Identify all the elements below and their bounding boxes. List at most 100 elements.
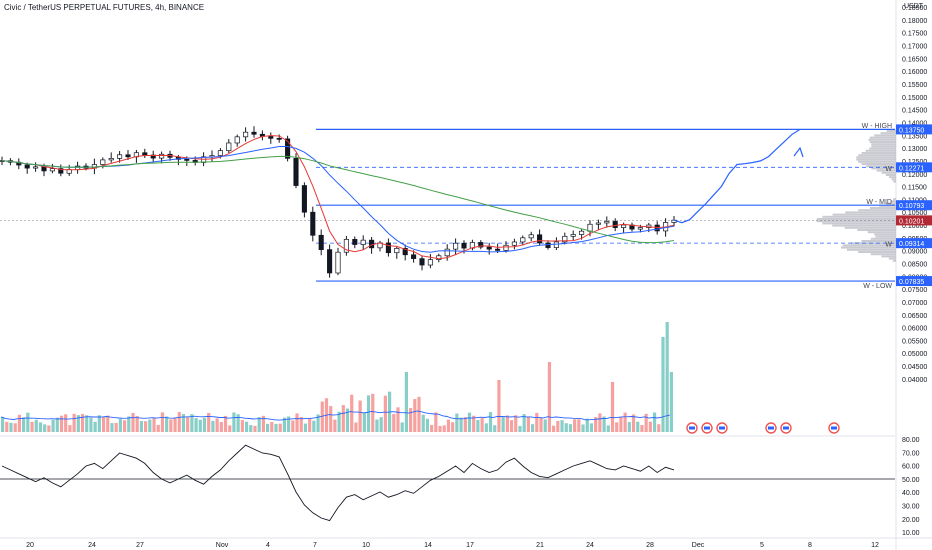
- volume-bar: [404, 372, 409, 432]
- volume-bar: [148, 419, 152, 432]
- candle-body: [293, 158, 299, 186]
- price-tag-box: [896, 276, 932, 287]
- candle-body: [453, 242, 459, 250]
- volume-bar: [480, 418, 484, 432]
- price-tick-label: 0.08500: [902, 262, 927, 269]
- volume-profile-bar: [858, 154, 896, 157]
- volume-bar: [619, 416, 623, 432]
- volume-profile-bar: [892, 259, 896, 262]
- volume-bar: [89, 417, 93, 432]
- candle-body: [394, 248, 400, 254]
- volume-bar: [350, 394, 354, 432]
- volume-bar: [341, 405, 345, 432]
- projection-arrowhead: [793, 146, 804, 158]
- time-tick-label: 12: [871, 542, 879, 549]
- price-tick-label: 0.16500: [902, 56, 927, 63]
- volume-bar: [505, 415, 509, 432]
- volume-profile-bar: [890, 200, 896, 203]
- candle-body: [553, 241, 559, 248]
- volume-bar: [207, 412, 211, 432]
- volume-bar: [34, 419, 38, 432]
- currency-label: USDT: [904, 3, 924, 10]
- volume-bar: [270, 421, 274, 432]
- volume-bar: [577, 419, 581, 432]
- volume-profile-bar: [842, 244, 896, 247]
- moving-average-line: [1, 155, 675, 244]
- volume-bar: [38, 422, 43, 432]
- volume-bar: [434, 412, 438, 432]
- volume-bar: [392, 413, 396, 432]
- price-tick-label: 0.13000: [902, 146, 927, 153]
- volume-bar: [509, 420, 514, 432]
- volume-bar: [665, 322, 669, 432]
- time-tick-label: 24: [88, 542, 96, 549]
- volume-bar: [169, 419, 173, 432]
- volume-profile-bar: [866, 165, 896, 168]
- rsi-tick-label: 30.00: [902, 504, 920, 511]
- time-tick-label: 17: [466, 542, 474, 549]
- price-tick-label: 0.07500: [902, 287, 927, 294]
- candle-body: [226, 142, 232, 152]
- candle-body: [301, 185, 307, 213]
- volume-bar: [202, 417, 207, 432]
- volume-profile-bar: [871, 167, 896, 170]
- volume-bar: [287, 416, 291, 432]
- price-tag-box: [896, 200, 932, 211]
- volume-bar: [581, 424, 585, 432]
- price-tick-label: 0.12000: [902, 172, 927, 179]
- candle-body: [343, 239, 349, 253]
- volume-bar: [547, 362, 552, 432]
- volume-bar: [295, 413, 299, 432]
- price-tag-label: 0.12271: [899, 165, 924, 172]
- volume-bar: [177, 412, 181, 432]
- candle-body: [461, 242, 467, 249]
- volume-bar: [106, 415, 110, 432]
- price-tick-label: 0.07000: [902, 300, 927, 307]
- volume-profile-bar: [869, 141, 896, 143]
- volume-bar: [442, 425, 446, 432]
- volume-bar: [43, 424, 47, 432]
- volume-bar: [228, 425, 232, 432]
- candle-body: [100, 159, 106, 165]
- candle-body: [159, 153, 165, 159]
- volume-bar: [131, 412, 135, 432]
- volume-bar: [652, 412, 657, 432]
- candle-body: [637, 227, 643, 230]
- volume-bar: [522, 414, 526, 432]
- volume-profile-bar: [886, 130, 896, 132]
- volume-profile-bar: [889, 176, 896, 179]
- volume-bar: [409, 408, 413, 432]
- volume-profile-bar: [861, 152, 896, 154]
- candle-body: [33, 166, 39, 169]
- volume-profile-bar: [885, 202, 896, 205]
- volume-bar: [362, 412, 366, 432]
- price-tick-label: 0.14000: [902, 120, 927, 127]
- projection-path: [673, 128, 801, 224]
- volume-bar: [400, 422, 404, 432]
- volume-bar: [669, 372, 673, 432]
- rsi-tick-label: 40.00: [902, 490, 920, 497]
- candle-body: [419, 258, 425, 266]
- volume-bar: [1, 416, 5, 432]
- candle-body: [562, 235, 568, 243]
- price-tick-label: 0.05500: [902, 338, 927, 345]
- candles: [0, 126, 677, 278]
- volume-bar: [97, 415, 101, 432]
- volume-profile-bar: [832, 224, 896, 227]
- volume-bar: [585, 418, 589, 432]
- price-tag-label: 0.10793: [899, 203, 924, 210]
- volume-bar: [396, 407, 400, 432]
- volume-bar: [93, 421, 97, 432]
- price-tick-label: 0.17500: [902, 31, 927, 38]
- candle-body: [402, 248, 408, 256]
- volume-bar: [493, 425, 497, 432]
- volume-bar: [455, 413, 459, 432]
- volume-ma-line: [0, 410, 670, 421]
- candle-body: [117, 154, 123, 159]
- event-flag-inner: [831, 426, 837, 430]
- volume-bar: [291, 420, 295, 432]
- volume-bar: [476, 420, 480, 432]
- event-flag-inner: [768, 426, 774, 430]
